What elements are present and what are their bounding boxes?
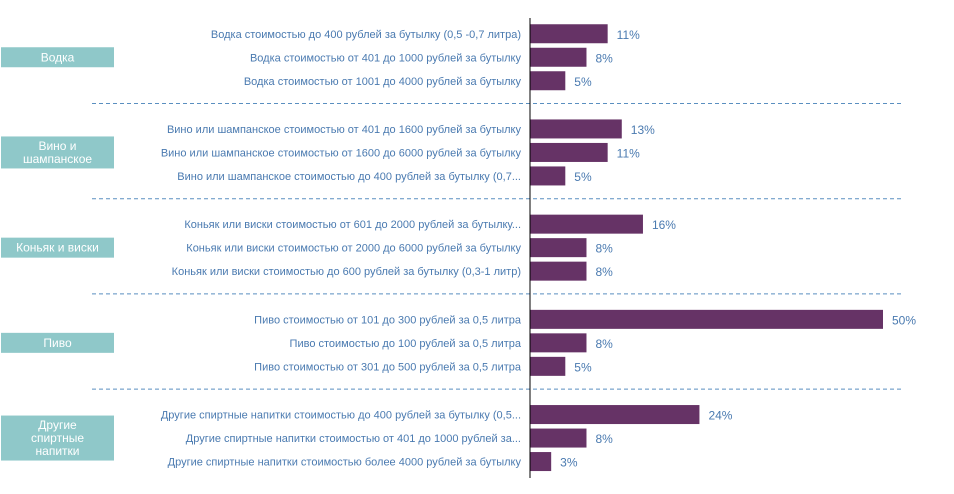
category-label: Коньяк или виски стоимостью от 2000 до 6… [186, 243, 521, 255]
group-label: Другие спиртные напитки [31, 418, 84, 458]
value-label: 3% [560, 456, 578, 470]
group-label-box [1, 136, 114, 169]
bar [530, 119, 622, 139]
bar [530, 261, 587, 281]
category-label: Пиво стоимостью от 101 до 300 рублей за … [254, 314, 522, 326]
category-label: Вино или шампанское стоимостью до 400 ру… [177, 171, 521, 183]
category-label: Коньяк или виски стоимостью до 600 рубле… [172, 266, 521, 278]
group-1: Вино и шампанское Вино или шампанское стои… [1, 119, 655, 186]
value-label: 8% [595, 51, 613, 65]
category-label: Водка стоимостью до 400 рублей за бутылк… [211, 29, 521, 41]
bar [530, 24, 608, 44]
value-label: 5% [574, 75, 592, 89]
category-label: Другие спиртные напитки стоимостью до 40… [161, 410, 521, 422]
value-label: 8% [595, 265, 613, 279]
value-label: 11% [617, 146, 640, 160]
category-label: Коньяк или виски стоимостью от 601 до 20… [184, 219, 521, 231]
bar [530, 405, 700, 425]
category-label: Водка стоимостью от 1001 до 4000 рублей … [244, 76, 522, 88]
group-2: Коньяк и виски Коньяк или виски стоимость… [1, 214, 676, 281]
bar [530, 428, 587, 448]
category-label: Водка стоимостью от 401 до 1000 рублей з… [250, 52, 522, 64]
value-label: 8% [595, 432, 613, 446]
bar [530, 452, 552, 472]
value-label: 8% [595, 337, 613, 351]
bar [530, 356, 566, 376]
bar [530, 166, 566, 186]
value-label: 13% [631, 123, 655, 137]
group-label: Пиво [43, 336, 72, 350]
group-label-box [1, 332, 114, 353]
value-label: 5% [574, 360, 592, 374]
group-label-box [1, 415, 114, 461]
category-label: Пиво стоимостью от 301 до 500 рублей за … [254, 361, 522, 373]
bar [530, 333, 587, 353]
category-label: Другие спиртные напитки стоимостью более… [168, 457, 522, 469]
group-label-box [1, 47, 114, 68]
group-label: Вино и шампанское [23, 139, 92, 166]
bar [530, 309, 883, 329]
category-label: Пиво стоимостью до 100 рублей за 0,5 лит… [290, 338, 522, 350]
bar [530, 71, 566, 91]
bar [530, 214, 643, 234]
value-label: 8% [595, 242, 613, 256]
value-label: 24% [708, 409, 732, 423]
bar [530, 238, 587, 258]
group-3: Пиво Пиво стоимостью от 101 до 300 рублей… [1, 309, 916, 376]
category-label: Вино или шампанское стоимостью от 401 до… [167, 124, 522, 136]
group-label-box [1, 237, 114, 258]
value-label: 50% [892, 313, 916, 327]
category-label: Вино или шампанское стоимостью от 1600 д… [161, 147, 522, 159]
bar [530, 47, 587, 67]
value-label: 11% [617, 28, 640, 42]
category-label: Другие спиртные напитки стоимостью от 40… [186, 433, 521, 445]
group-label: Водка [41, 50, 75, 64]
group-4: Другие спиртные напитки Другие спиртные нап… [1, 405, 733, 472]
group-label: Коньяк и виски [16, 241, 99, 255]
bar [530, 142, 608, 162]
group-0: Водка Водка стоимостью до 400 рублей за б… [1, 24, 640, 91]
value-label: 16% [652, 218, 676, 232]
value-label: 5% [574, 170, 592, 184]
